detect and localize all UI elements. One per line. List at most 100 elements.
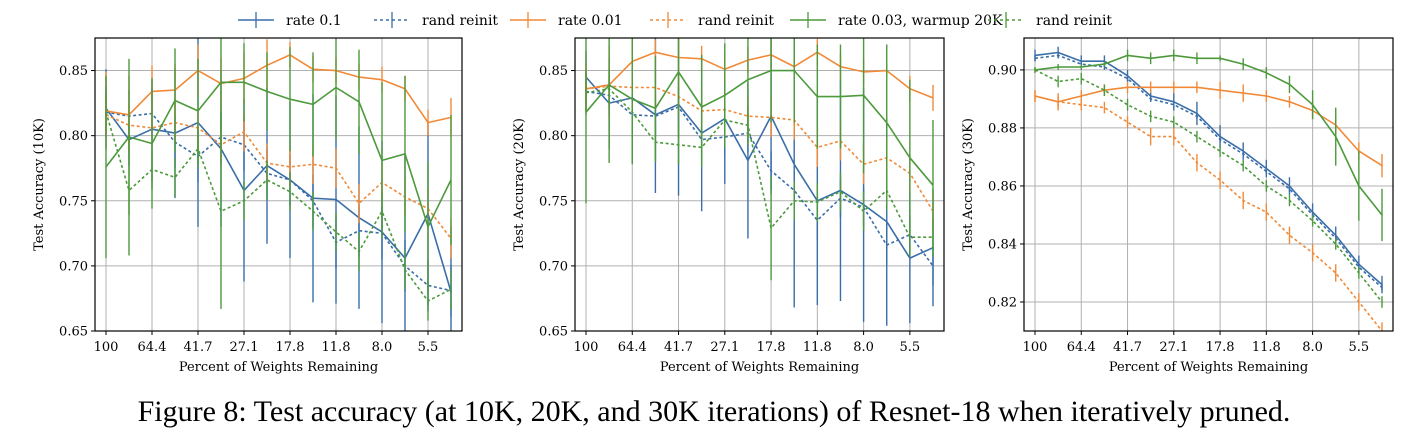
x-tick-label: 5.5 [1349,340,1370,355]
series [105,39,452,154]
legend-item: rate 0.1 [238,12,342,29]
series-line [1034,51,1383,286]
chart-panel-10k: 0.65 0.70 0.75 0.80 0.85 100 64.4 41.7 27.1 17.8 1… [32,37,463,375]
y-tick-label: 0.80 [539,129,568,144]
x-tick-label: 11.8 [803,340,832,355]
x-axis-label: Percent of Weights Remaining [179,360,378,375]
legend-item: rate 0.03, warmup 20K [790,12,1003,29]
y-axis-label: Test Accuracy (30K) [961,118,976,251]
legend-label: rand reinit [1036,13,1112,29]
y-tick-label: 0.70 [539,259,568,274]
x-tick-label: 64.4 [138,340,167,355]
x-tick-label: 8.0 [853,340,874,355]
y-tick-label: 0.84 [988,237,1017,252]
x-axis-label: Percent of Weights Remaining [1109,360,1308,375]
legend-label: rate 0.1 [286,13,342,29]
series-line [585,69,934,186]
series [585,66,934,231]
figure-caption: Figure 8: Test accuracy (at 10K, 20K, an… [138,395,1291,428]
x-tick-label: 11.8 [322,340,351,355]
series-line [105,81,452,228]
plot-frame [574,37,945,332]
series-line [105,111,452,292]
series-group [1034,46,1383,331]
legend-label: rand reinit [698,13,774,29]
legend-item: rate 0.01 [510,12,623,29]
series-group [105,38,452,331]
x-tick-label: 64.4 [1067,340,1096,355]
x-tick-label: 8.0 [372,340,393,355]
y-tick-label: 0.70 [59,259,88,274]
series [585,38,934,124]
chart-panel-30k: 0.82 0.84 0.86 0.88 0.90 100 64.4 41.7 27.1 17.8 1… [961,37,1394,375]
x-tick-label: 17.8 [757,340,786,355]
y-tick-label: 0.80 [59,129,88,144]
series-line [585,85,934,212]
x-tick-label: 100 [574,340,599,355]
series [1034,46,1383,294]
series-line [1034,86,1383,167]
y-tick-label: 0.65 [59,325,88,340]
series [105,86,452,317]
y-tick-label: 0.85 [539,64,568,79]
x-tick-label: 5.5 [418,340,439,355]
series-line [585,88,933,238]
x-tick-label: 17.8 [276,340,305,355]
series [1034,49,1383,242]
x-tick-label: 11.8 [1252,340,1281,355]
plot-frame [1023,37,1394,332]
plot-frame [94,37,463,332]
y-tick-label: 0.86 [988,179,1017,194]
y-tick-label: 0.82 [988,295,1017,310]
series [105,38,452,331]
series [105,92,452,321]
legend-item: rand reinit [988,12,1112,29]
series-line [1034,54,1383,289]
grid [95,38,462,332]
legend-label: rand reinit [422,13,498,29]
series-line [1034,69,1383,303]
y-tick-label: 0.75 [539,194,568,209]
y-axis-label: Test Accuracy (10K) [32,118,47,251]
legend: rate 0.1 rand reinit rate 0.01 rand reinit r… [238,12,1112,29]
chart-panel-20k: 0.65 0.70 0.75 0.80 0.85 100 64.4 41.7 27.1 17.8 1… [512,37,945,375]
x-tick-label: 64.4 [618,340,647,355]
legend-label: rate 0.03, warmup 20K [838,13,1003,29]
series-line [585,90,934,267]
x-tick-label: 27.1 [230,340,259,355]
x-tick-label: 17.8 [1206,340,1235,355]
y-tick-label: 0.88 [988,121,1017,136]
series [1034,67,1383,308]
x-tick-label: 41.7 [664,340,693,355]
series [1034,90,1383,331]
legend-label: rate 0.01 [558,13,623,29]
series-line [105,111,452,302]
series-line [1034,95,1383,331]
grid [575,38,944,332]
series-line [105,114,452,239]
x-tick-label: 5.5 [900,340,921,355]
y-tick-label: 0.75 [59,194,88,209]
series-line [105,107,452,293]
series-line [105,54,452,124]
legend-item: rand reinit [374,12,498,29]
x-tick-label: 27.1 [710,340,739,355]
x-tick-label: 41.7 [184,340,213,355]
series [105,95,452,259]
x-axis-label: Percent of Weights Remaining [660,360,859,375]
y-axis-label: Test Accuracy (20K) [512,118,527,251]
x-tick-label: 27.1 [1159,340,1188,355]
y-tick-label: 0.85 [59,64,88,79]
series [585,38,934,251]
series [585,38,934,326]
x-tick-label: 8.0 [1302,340,1323,355]
y-tick-label: 0.90 [988,63,1017,78]
grid [1024,38,1393,331]
y-tick-label: 0.65 [539,325,568,340]
series-line [585,51,934,99]
series-line [1034,54,1383,216]
legend-item: rand reinit [650,12,774,29]
series [585,69,934,281]
series-line [585,76,934,259]
